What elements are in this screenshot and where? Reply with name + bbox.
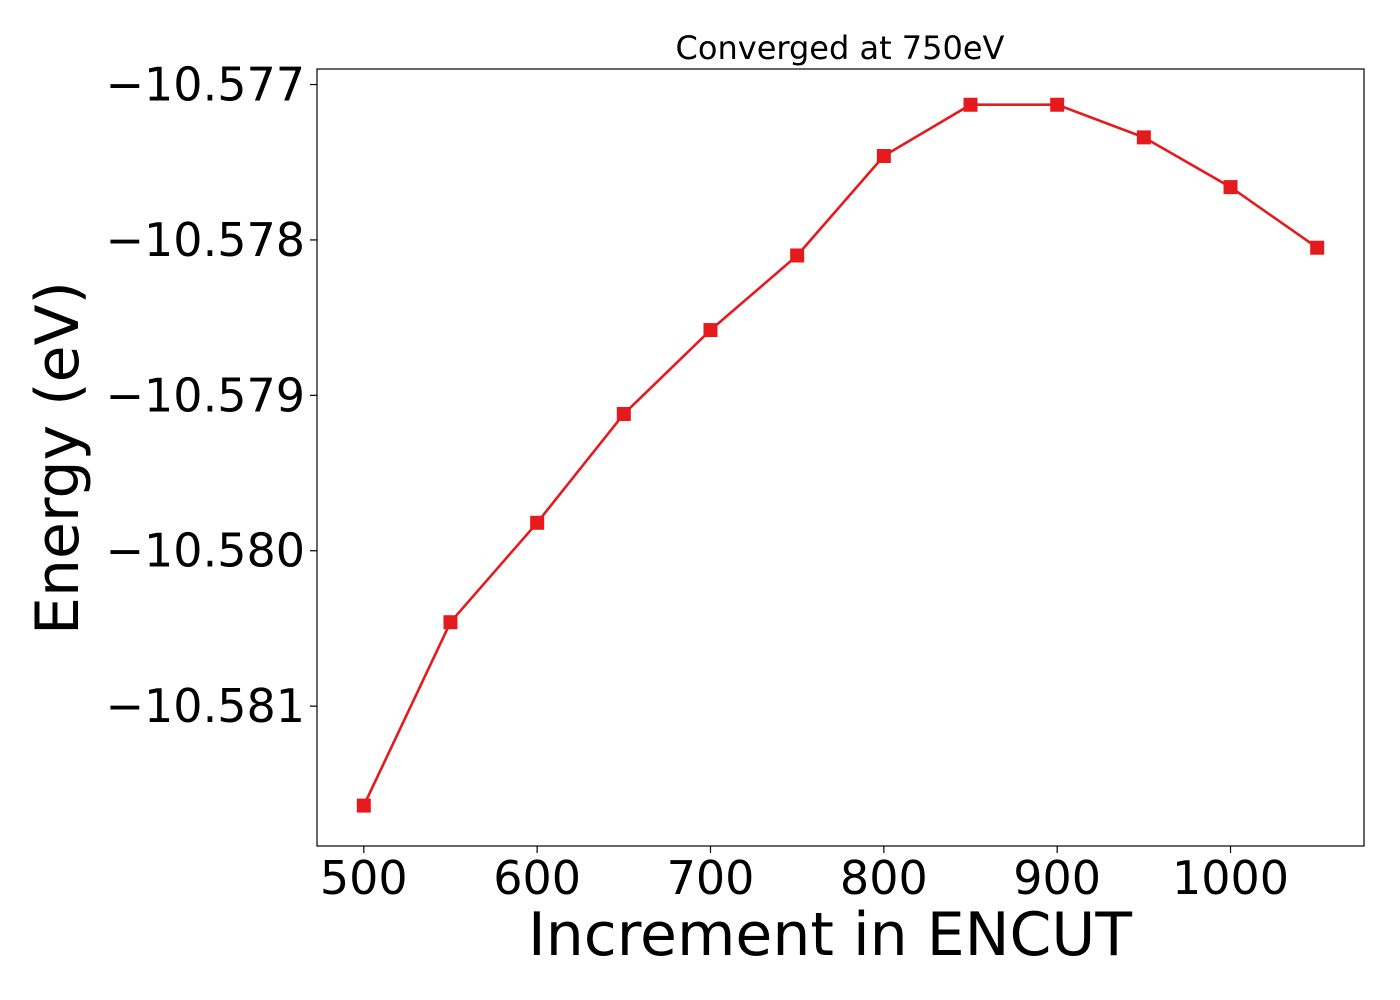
series-line [362, 103, 1318, 807]
y-tick-label: −10.580 [106, 524, 306, 578]
x-tick-label: 800 [840, 851, 928, 905]
y-tick-label: −10.579 [106, 368, 306, 422]
data-point-marker [1310, 240, 1325, 255]
x-tick-label: 1000 [1172, 851, 1289, 905]
data-point-marker [356, 798, 371, 813]
data-point-marker [443, 615, 458, 630]
x-tick-label: 600 [493, 851, 581, 905]
chart-title: Converged at 750eV [676, 29, 1005, 67]
data-point-marker [963, 97, 978, 112]
data-point-marker [616, 406, 631, 421]
y-tick-label: −10.581 [106, 679, 306, 733]
data-point-marker [530, 515, 545, 530]
x-tick-label: 700 [667, 851, 755, 905]
data-point-marker [876, 149, 891, 164]
data-point-marker [1050, 97, 1065, 112]
x-tick-label: 500 [320, 851, 408, 905]
x-tick-label: 900 [1013, 851, 1101, 905]
x-axis-label: Increment in ENCUT [528, 900, 1132, 970]
x-axis: 500 600 700 800 900 1000 [320, 846, 1289, 905]
data-point-marker [1136, 130, 1151, 145]
data-series [356, 97, 1325, 813]
y-axis: −10.577 −10.578 −10.579 −10.580 −10.581 [106, 58, 317, 733]
data-point-marker [703, 323, 718, 338]
plot-area: 500 600 700 800 900 1000 −10.577−10.578−10.57… [106, 58, 1365, 905]
plot-frame [316, 68, 1365, 847]
data-point-marker [1223, 180, 1238, 195]
y-tick-label: −10.577 [106, 58, 306, 112]
y-tick-label: −10.578 [106, 213, 306, 267]
data-point-marker [790, 248, 805, 263]
y-axis-label: Energy (eV) [23, 281, 93, 635]
